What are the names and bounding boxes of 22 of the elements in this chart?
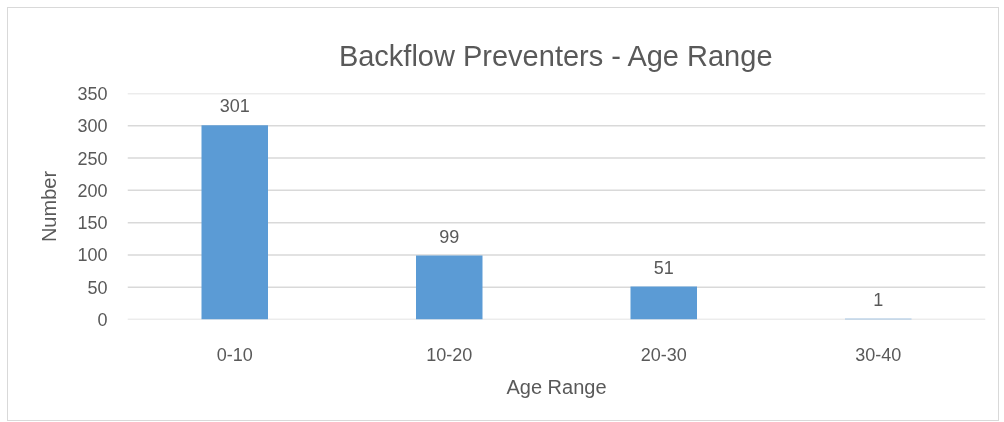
y-tick-label: 0 [97, 310, 108, 330]
y-tick-label: 200 [77, 180, 108, 201]
bar [630, 286, 697, 320]
y-tick-label: 50 [87, 277, 108, 298]
data-label: 301 [219, 96, 250, 117]
y-tick-label: 300 [77, 116, 108, 137]
data-label: 1 [873, 289, 884, 310]
x-tick-label: 30-40 [855, 344, 902, 365]
x-tick-label: 0-10 [216, 344, 253, 365]
y-tick-label: 250 [77, 148, 108, 169]
x-axis-title: Age Range [506, 375, 607, 398]
bar [201, 125, 268, 320]
y-tick-label: 350 [77, 84, 108, 104]
y-axis-title: Number [38, 170, 61, 243]
x-tick-label: 10-20 [426, 344, 473, 365]
y-tick-label: 100 [77, 245, 108, 266]
data-label: 99 [439, 226, 460, 247]
bar [416, 255, 483, 320]
y-tick-label: 150 [77, 213, 108, 234]
data-label: 51 [653, 257, 674, 278]
chart-title: Backflow Preventers - Age Range [338, 39, 773, 72]
x-tick-label: 20-30 [640, 344, 687, 365]
